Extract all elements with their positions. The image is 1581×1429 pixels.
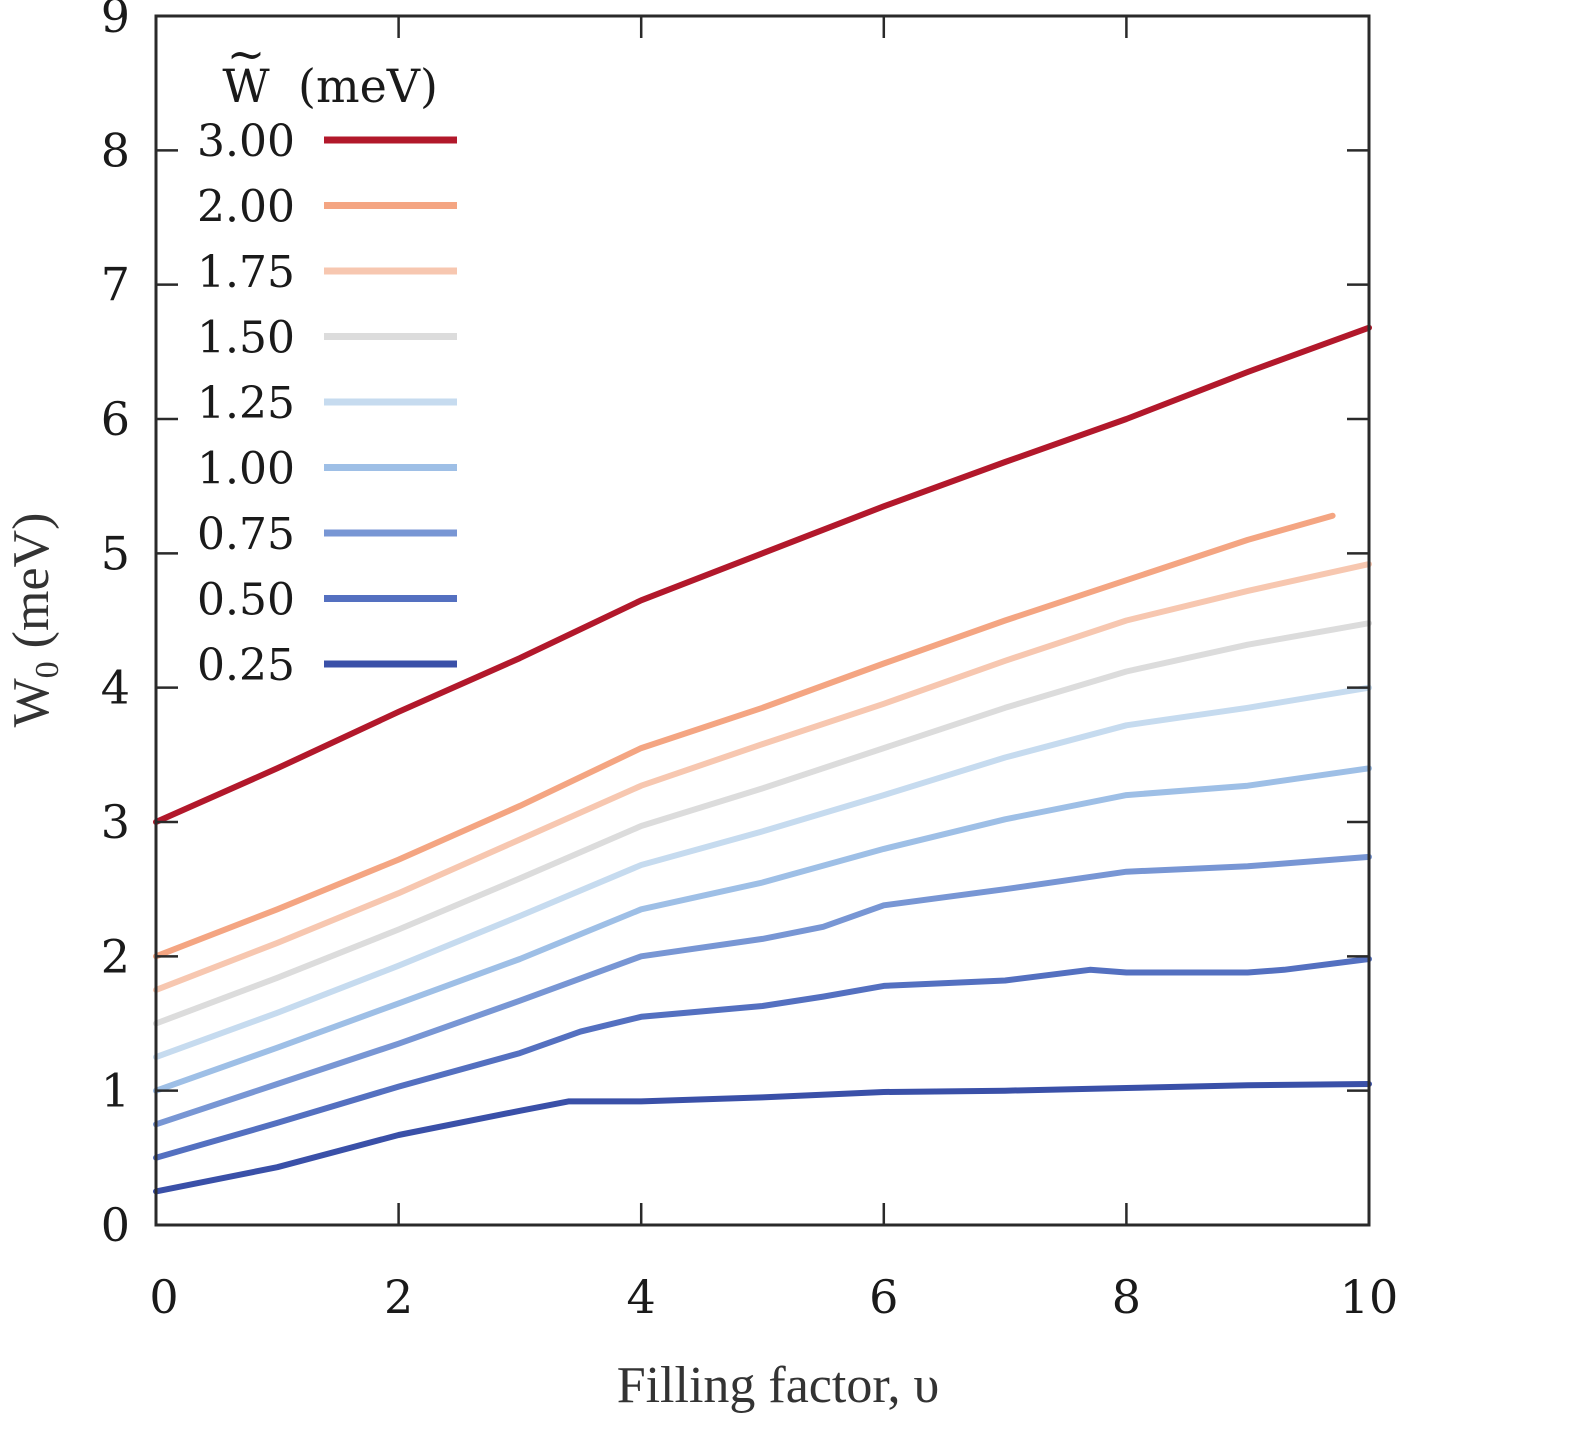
series-layer	[153, 324, 1372, 1195]
series-line-0-75	[153, 853, 1372, 1128]
series-line-2-00	[153, 512, 1336, 960]
series-line-1-50	[153, 620, 1372, 1027]
x-tick-label: 4	[627, 1270, 656, 1324]
y-tick-label: 3	[101, 795, 130, 849]
y-axis-title: W0 (meV)	[3, 513, 66, 728]
series-line-0-25	[153, 1081, 1372, 1195]
y-axis-title-main: W	[3, 678, 60, 727]
legend: ~ W (meV) 3.00 2.00 1.75 1.50 1.25 1.00 0.75 0.…	[197, 27, 457, 691]
legend-title-symbol: W	[222, 59, 270, 113]
y-tick-label: 2	[101, 929, 130, 983]
series-line-1-75	[153, 561, 1372, 993]
y-tick-label: 7	[101, 258, 130, 312]
plot-frame	[154, 14, 1371, 1227]
x-tick-label: 10	[1340, 1270, 1399, 1324]
y-axis-title-subscript: 0	[29, 661, 66, 678]
legend-label-3-00: 3.00	[197, 116, 295, 167]
y-axis-title-unit: (meV)	[3, 513, 60, 662]
legend-title-unit: (meV)	[298, 59, 438, 113]
legend-label-1-75: 1.75	[197, 247, 295, 298]
legend-label-1-00: 1.00	[197, 444, 295, 495]
legend-title-accent: ~	[227, 27, 266, 81]
y-tick-label: 8	[101, 123, 130, 177]
y-tick-label: 9	[101, 0, 130, 43]
y-tick-label: 1	[101, 1064, 130, 1118]
x-tick-label: 0	[149, 1270, 178, 1324]
series-line-1-00	[153, 765, 1372, 1094]
legend-label-0-25: 0.25	[197, 640, 295, 691]
series-line-1-25	[153, 684, 1372, 1061]
legend-label-1-50: 1.50	[197, 313, 295, 364]
x-axis-title: Filling factor, υ	[617, 1357, 940, 1414]
x-tick-label: 2	[384, 1270, 413, 1324]
x-tick-label: 8	[1112, 1270, 1141, 1324]
ticks-layer: 0 2 4 6 8 10 0 1 2 3 4 5 6 7 8 9	[101, 0, 1399, 1324]
legend-entries: 3.00 2.00 1.75 1.50 1.25 1.00 0.75 0.50 0.25	[197, 116, 457, 691]
y-tick-label: 0	[101, 1198, 130, 1252]
series-line-3-00	[153, 324, 1372, 825]
series-line-0-50	[153, 956, 1372, 1161]
legend-label-1-25: 1.25	[197, 378, 295, 429]
legend-label-0-75: 0.75	[197, 509, 295, 560]
y-tick-label: 4	[101, 661, 130, 715]
y-tick-label: 6	[101, 392, 130, 446]
legend-label-2-00: 2.00	[197, 182, 295, 233]
x-tick-label: 6	[869, 1270, 898, 1324]
y-tick-label: 5	[101, 526, 130, 580]
axes-layer	[154, 14, 1371, 1227]
legend-label-0-50: 0.50	[197, 575, 295, 626]
